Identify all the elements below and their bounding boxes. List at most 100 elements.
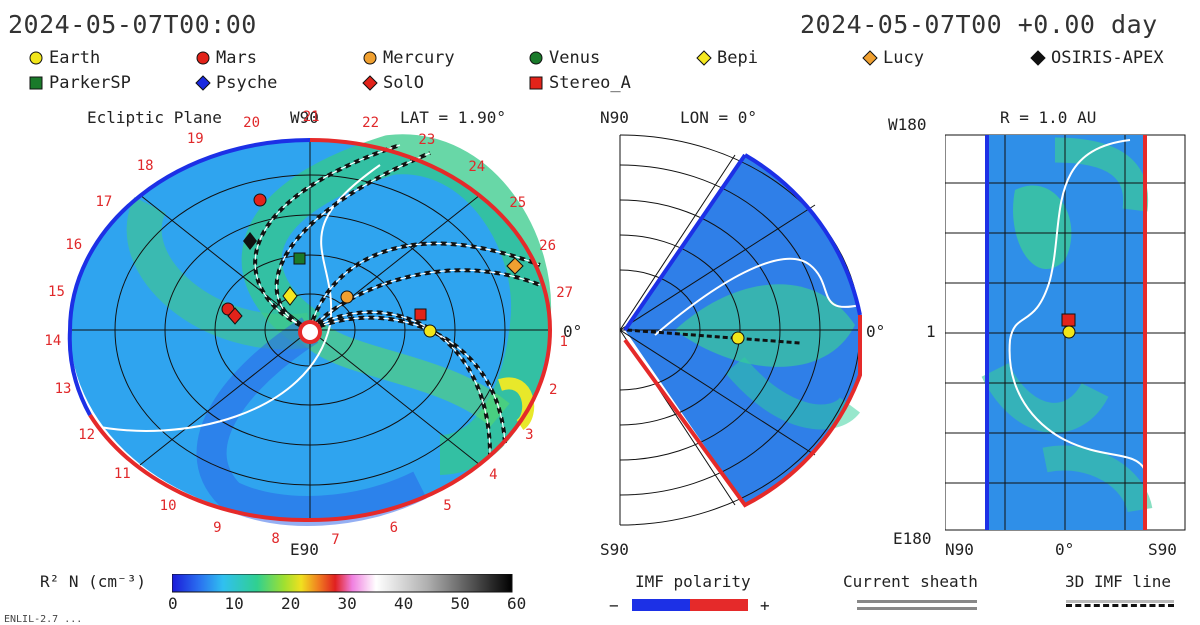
parkersp-marker xyxy=(293,252,306,265)
carrington-number: 8 xyxy=(271,531,280,548)
polarity-rim-negative xyxy=(743,153,862,316)
legend-label: Mercury xyxy=(383,48,455,68)
meridional-bottom-label: S90 xyxy=(600,540,629,559)
density-band xyxy=(1054,137,1149,212)
surface-top-label: W180 xyxy=(888,115,927,134)
legend-label: ParkerSP xyxy=(49,73,131,93)
legend-label: OSIRIS-APEX xyxy=(1051,48,1164,68)
carrington-number: 5 xyxy=(443,498,452,515)
density-band xyxy=(126,197,313,350)
colorbar-tick: 30 xyxy=(337,594,357,613)
carrington-number: 7 xyxy=(331,531,340,548)
colorbar-tick: 50 xyxy=(450,594,470,613)
mars-marker xyxy=(253,193,267,207)
legend-label: Stereo_A xyxy=(549,73,631,93)
imf-negative-swatch xyxy=(632,599,690,611)
legend-label: Psyche xyxy=(216,73,278,93)
carrington-number: 2 xyxy=(548,382,558,399)
meridional-top-label: N90 xyxy=(600,108,629,127)
legend-label: Lucy xyxy=(883,48,924,68)
imf-minus: − xyxy=(609,596,619,615)
current-sheath xyxy=(1008,139,1146,471)
carrington-number: 22 xyxy=(362,114,380,131)
lucy-marker xyxy=(506,257,524,275)
imf-positive-swatch xyxy=(690,599,748,611)
current-sheath-swatch xyxy=(857,600,977,603)
legend-marker-icon xyxy=(1030,50,1046,66)
legend-marker-icon xyxy=(196,51,210,65)
ecliptic-plot xyxy=(67,134,553,526)
colorbar-tick: 40 xyxy=(394,594,414,613)
sun-icon xyxy=(298,320,322,344)
carrington-number: 13 xyxy=(54,381,72,398)
polarity-rim-negative xyxy=(67,138,311,416)
meridional-right-label: 0° xyxy=(866,322,886,341)
current-sheath xyxy=(89,164,381,432)
imf-line-label: 3D IMF line xyxy=(1065,572,1171,591)
carrington-number: 18 xyxy=(136,158,154,175)
solo-marker xyxy=(227,307,243,325)
current-sheath-swatch xyxy=(857,607,977,610)
legend-marker-icon xyxy=(696,50,712,66)
legend-label: Bepi xyxy=(717,48,758,68)
carrington-number: 4 xyxy=(489,466,498,483)
osiris-apex-marker xyxy=(243,232,257,250)
datetime-right: 2024-05-07T00 +0.00 day xyxy=(800,10,1158,39)
meridional-lon: LON = 0° xyxy=(680,108,758,127)
legend-marker-icon xyxy=(362,75,378,91)
carrington-number: 19 xyxy=(186,131,204,148)
mercury-marker xyxy=(340,290,354,304)
density-band xyxy=(981,362,1109,433)
legend-marker-icon xyxy=(363,51,377,65)
stereo-a-marker xyxy=(1061,313,1076,327)
legend-item: Bepi xyxy=(696,48,758,68)
density-band xyxy=(1042,445,1153,514)
earth-marker xyxy=(731,331,745,345)
legend-label: Mars xyxy=(216,48,257,68)
carrington-number: 21 xyxy=(302,109,320,125)
colorbar-label: R² N (cm⁻³) xyxy=(40,572,146,591)
carrington-number: 24 xyxy=(468,158,486,175)
current-sheath-label: Current sheath xyxy=(843,572,978,591)
carrington-number: 26 xyxy=(539,237,557,254)
ecliptic-lat: LAT = 1.90° xyxy=(400,108,506,127)
legend-item: Venus xyxy=(528,48,600,68)
carrington-number: 12 xyxy=(78,426,96,443)
carrington-number: 16 xyxy=(65,236,83,253)
earth-marker xyxy=(423,324,437,338)
legend-item: Earth xyxy=(28,48,100,68)
datetime-left: 2024-05-07T00:00 xyxy=(8,10,257,39)
surface-x-right: S90 xyxy=(1148,540,1177,559)
legend-item: Psyche xyxy=(195,73,277,93)
legend-label: Venus xyxy=(549,48,601,68)
carrington-number: 10 xyxy=(159,497,177,514)
carrington-number: 6 xyxy=(389,520,399,537)
legend-label: Earth xyxy=(49,48,101,68)
density-band xyxy=(1013,185,1072,270)
imf-plus: + xyxy=(760,596,770,615)
surface-x-mid: 0° xyxy=(1055,540,1075,559)
polarity-rim-positive xyxy=(623,315,862,508)
surface-left-mid: 1 xyxy=(926,322,936,341)
colorbar-tick: 20 xyxy=(281,594,301,613)
footer-text: ENLIL-2.7 ... xyxy=(4,614,83,625)
legend-item: OSIRIS-APEX xyxy=(1030,48,1164,68)
legend-item: Mercury xyxy=(362,48,455,68)
carrington-number: 11 xyxy=(113,466,131,483)
meridional-plot xyxy=(619,134,862,526)
legend-marker-icon xyxy=(529,51,543,65)
carrington-number: 14 xyxy=(44,332,62,349)
surface-r: R = 1.0 AU xyxy=(1000,108,1097,127)
legend-marker-icon xyxy=(29,76,43,90)
surface-x-left: N90 xyxy=(945,540,974,559)
carrington-number: 27 xyxy=(556,284,574,301)
ecliptic-top-label: W90 xyxy=(290,108,319,127)
stereo-a-marker xyxy=(414,308,427,321)
imf-line-swatch xyxy=(1066,604,1174,607)
colorbar-tick: 0 xyxy=(168,594,178,613)
colorbar-gradient xyxy=(172,574,513,593)
legend-marker-icon xyxy=(29,51,43,65)
legend-item: Lucy xyxy=(862,48,924,68)
meridional-grid xyxy=(619,134,861,526)
surface-bottom-left: E180 xyxy=(893,529,932,548)
